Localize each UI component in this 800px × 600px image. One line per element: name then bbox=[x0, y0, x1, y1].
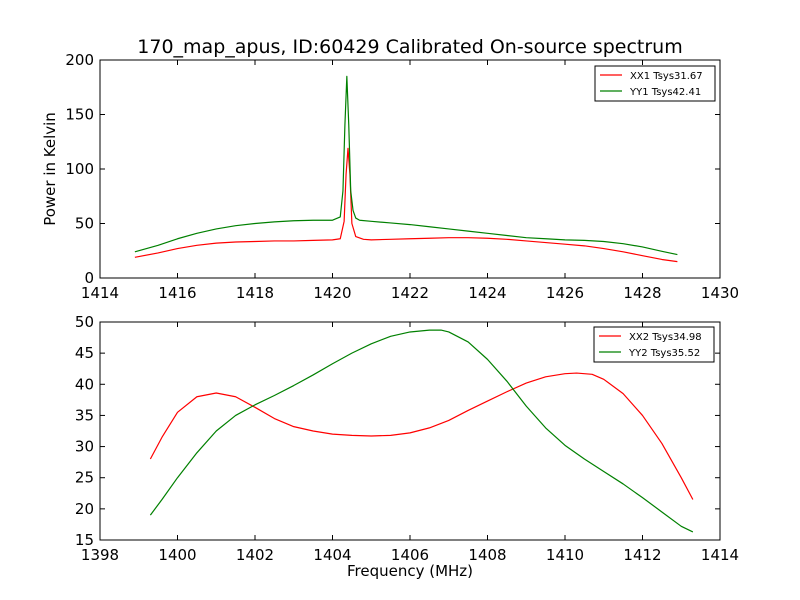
x-axis-label: Frequency (MHz) bbox=[347, 562, 473, 580]
x-tick-label: 1420 bbox=[313, 284, 351, 302]
x-tick-label: 1398 bbox=[81, 546, 119, 564]
x-tick-label: 1406 bbox=[391, 546, 429, 564]
x-tick-label: 1422 bbox=[391, 284, 429, 302]
series-line-xx bbox=[149, 372, 694, 500]
legend-label: XX2 Tsys34.98 bbox=[629, 332, 702, 343]
y-tick-label: 40 bbox=[75, 375, 94, 393]
y-tick-label: 15 bbox=[75, 531, 94, 549]
legend-label: XX1 Tsys31.67 bbox=[630, 71, 703, 82]
x-tick-label: 1402 bbox=[236, 546, 274, 564]
y-tick-label: 35 bbox=[75, 406, 94, 424]
x-tick-label: 1428 bbox=[623, 284, 661, 302]
y-tick-label: 25 bbox=[75, 469, 94, 487]
y-axis-label: Power in Kelvin bbox=[41, 112, 59, 226]
y-tick-label: 100 bbox=[65, 160, 94, 178]
y-tick-label: 45 bbox=[75, 344, 94, 362]
y-tick-label: 200 bbox=[65, 51, 94, 69]
y-tick-label: 30 bbox=[75, 438, 94, 456]
legend-box bbox=[594, 65, 716, 102]
x-tick-label: 1404 bbox=[313, 546, 351, 564]
x-tick-label: 1424 bbox=[468, 284, 506, 302]
x-tick-label: 1410 bbox=[546, 546, 584, 564]
x-tick-label: 1418 bbox=[236, 284, 274, 302]
x-tick-label: 1408 bbox=[468, 546, 506, 564]
x-tick-label: 1412 bbox=[623, 546, 661, 564]
series-line-xx bbox=[134, 147, 678, 263]
x-tick-label: 1414 bbox=[81, 284, 119, 302]
legend-label: YY1 Tsys42.41 bbox=[629, 87, 701, 98]
bottom-plot: 1398 1400 1402 1404 1406 1408 1410 1412 1414 15 20… bbox=[75, 313, 739, 580]
series-line-yy bbox=[149, 329, 694, 533]
legend: XX1 Tsys31.67 YY1 Tsys42.41 bbox=[594, 65, 716, 102]
x-tick-label: 1416 bbox=[158, 284, 196, 302]
series-line-yy bbox=[134, 75, 678, 256]
y-tick-label: 150 bbox=[65, 106, 94, 124]
legend-box bbox=[593, 326, 715, 363]
figure-title: 170_map_apus, ID:60429 Calibrated On-sou… bbox=[137, 36, 682, 58]
y-tick-label: 0 bbox=[84, 269, 94, 287]
x-tick-label: 1400 bbox=[158, 546, 196, 564]
y-tick-label: 50 bbox=[75, 313, 94, 331]
x-tick-label: 1430 bbox=[701, 284, 739, 302]
y-tick-label: 50 bbox=[75, 215, 94, 233]
legend: XX2 Tsys34.98 YY2 Tsys35.52 bbox=[593, 326, 715, 363]
x-tick-label: 1426 bbox=[546, 284, 584, 302]
top-plot: 1414 1416 1418 1420 1422 1424 1426 1428 1430 0 50 1… bbox=[41, 51, 739, 302]
y-tick-label: 20 bbox=[75, 500, 94, 518]
legend-label: YY2 Tsys35.52 bbox=[628, 348, 700, 359]
x-tick-label: 1414 bbox=[701, 546, 739, 564]
